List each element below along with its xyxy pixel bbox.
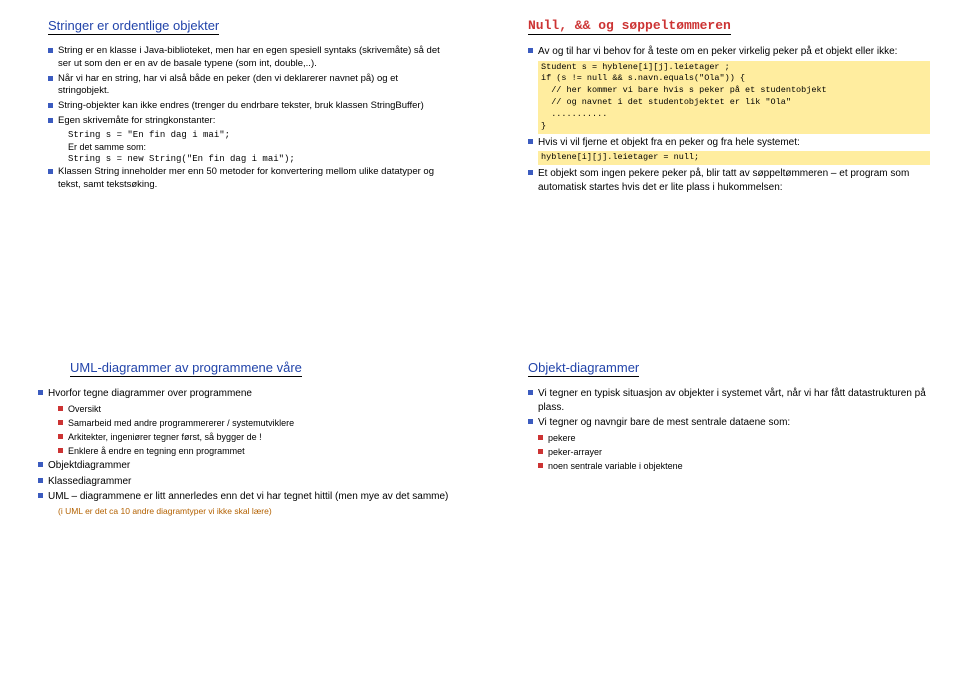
- bullet: Hvis vi vil fjerne et objekt fra en peke…: [528, 136, 930, 150]
- sub-bullet: peker-arrayer: [538, 446, 930, 458]
- sub-bullet: noen sentrale variable i objektene: [538, 460, 930, 472]
- slide-title: Null, && og søppeltømmeren: [510, 18, 930, 35]
- code-line: String s = "En fin dag i mai";: [58, 130, 450, 140]
- bullet: Vi tegner en typisk situasjon av objekte…: [528, 387, 930, 414]
- slide-uml-diagrams: UML-diagrammer av programmene våre Hvorf…: [0, 342, 480, 684]
- bullet: Klassediagrammer: [38, 475, 450, 489]
- bullet-list: Klassen String inneholder mer enn 50 met…: [30, 166, 450, 192]
- bullet: String er en klasse i Java-biblioteket, …: [48, 45, 450, 71]
- bullet-list: Hvis vi vil fjerne et objekt fra en peke…: [510, 136, 930, 150]
- bullet: Egen skrivemåte for stringkonstanter:: [48, 115, 450, 128]
- sub-bullet: Enklere å endre en tegning enn programme…: [58, 445, 450, 457]
- slide-object-diagrams: Objekt-diagrammer Vi tegner en typisk si…: [480, 342, 960, 684]
- code-block: Student s = hyblene[i][j].leietager ; if…: [538, 61, 930, 134]
- sub-bullet: pekere: [538, 432, 930, 444]
- slide-title: UML-diagrammer av programmene våre: [30, 360, 450, 377]
- bullet-list: Et objekt som ingen pekere peker på, bli…: [510, 167, 930, 194]
- bullet-list: Hvorfor tegne diagrammer over programmen…: [30, 387, 450, 504]
- bullet: Objektdiagrammer: [38, 459, 450, 473]
- note: (i UML er det ca 10 andre diagramtyper v…: [58, 506, 450, 516]
- bullet: Av og til har vi behov for å teste om en…: [528, 45, 930, 59]
- bullet: Hvorfor tegne diagrammer over programmen…: [38, 387, 450, 401]
- sub-note: Er det samme som:: [58, 142, 450, 152]
- bullet: Et objekt som ingen pekere peker på, bli…: [528, 167, 930, 194]
- code-block: hyblene[i][j].leietager = null;: [538, 151, 930, 165]
- bullet-list: Av og til har vi behov for å teste om en…: [510, 45, 930, 59]
- bullet-list: String er en klasse i Java-biblioteket, …: [30, 45, 450, 128]
- slide-strings-objects: Stringer er ordentlige objekter String e…: [0, 0, 480, 342]
- slide-title: Stringer er ordentlige objekter: [30, 18, 450, 35]
- bullet-list: Vi tegner en typisk situasjon av objekte…: [510, 387, 930, 472]
- bullet: Når vi har en string, har vi alså både e…: [48, 73, 450, 99]
- bullet: Vi tegner og navngir bare de mest sentra…: [528, 416, 930, 430]
- bullet: String-objekter kan ikke endres (trenger…: [48, 100, 450, 113]
- sub-bullet: Oversikt: [58, 403, 450, 415]
- sub-bullet: Arkitekter, ingeniører tegner først, så …: [58, 431, 450, 443]
- code-line: String s = new String("En fin dag i mai"…: [58, 154, 450, 164]
- slide-null-gc: Null, && og søppeltømmeren Av og til har…: [480, 0, 960, 342]
- bullet: UML – diagrammene er litt annerledes enn…: [38, 490, 450, 504]
- slide-title: Objekt-diagrammer: [510, 360, 930, 377]
- bullet: Klassen String inneholder mer enn 50 met…: [48, 166, 450, 192]
- sub-bullet: Samarbeid med andre programmererer / sys…: [58, 417, 450, 429]
